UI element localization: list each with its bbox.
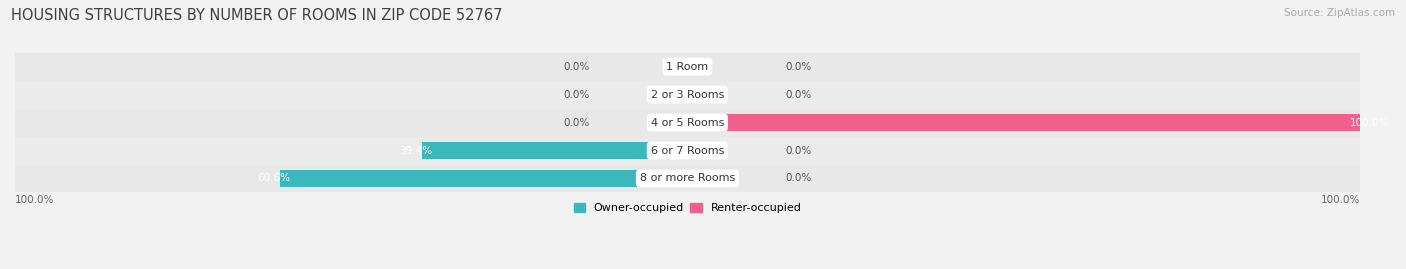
- Text: 100.0%: 100.0%: [1350, 118, 1389, 128]
- Bar: [15, 53, 1360, 81]
- Bar: [671, 114, 688, 131]
- Text: 0.0%: 0.0%: [564, 90, 591, 100]
- Text: 4 or 5 Rooms: 4 or 5 Rooms: [651, 118, 724, 128]
- Text: 6 or 7 Rooms: 6 or 7 Rooms: [651, 146, 724, 155]
- Bar: [15, 165, 1360, 192]
- Text: 0.0%: 0.0%: [785, 62, 811, 72]
- Bar: [688, 86, 704, 103]
- Text: 8 or more Rooms: 8 or more Rooms: [640, 174, 735, 183]
- Bar: [688, 58, 704, 75]
- Bar: [15, 81, 1360, 109]
- Bar: [15, 137, 1360, 165]
- Text: 0.0%: 0.0%: [564, 62, 591, 72]
- Bar: [15, 109, 1360, 137]
- Text: 0.0%: 0.0%: [785, 90, 811, 100]
- Text: 2 or 3 Rooms: 2 or 3 Rooms: [651, 90, 724, 100]
- Text: 1 Room: 1 Room: [666, 62, 709, 72]
- Text: 0.0%: 0.0%: [564, 118, 591, 128]
- Text: HOUSING STRUCTURES BY NUMBER OF ROOMS IN ZIP CODE 52767: HOUSING STRUCTURES BY NUMBER OF ROOMS IN…: [11, 8, 503, 23]
- Bar: [688, 114, 1360, 131]
- Bar: [280, 170, 688, 187]
- Text: 0.0%: 0.0%: [785, 174, 811, 183]
- Bar: [671, 58, 688, 75]
- Text: 39.4%: 39.4%: [399, 146, 433, 155]
- Bar: [671, 86, 688, 103]
- Legend: Owner-occupied, Renter-occupied: Owner-occupied, Renter-occupied: [569, 199, 806, 218]
- Text: 60.6%: 60.6%: [257, 174, 290, 183]
- Text: 0.0%: 0.0%: [785, 146, 811, 155]
- Text: 100.0%: 100.0%: [1320, 195, 1360, 205]
- Bar: [688, 142, 704, 159]
- Text: Source: ZipAtlas.com: Source: ZipAtlas.com: [1284, 8, 1395, 18]
- Text: 100.0%: 100.0%: [15, 195, 55, 205]
- Bar: [688, 170, 704, 187]
- Bar: [422, 142, 688, 159]
